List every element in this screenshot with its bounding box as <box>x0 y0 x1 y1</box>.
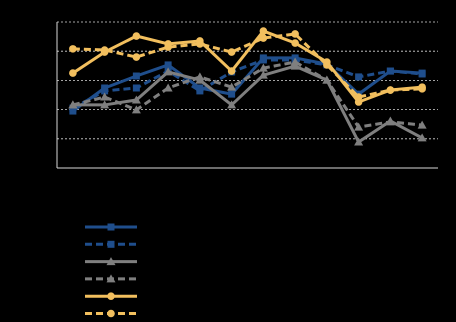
marker <box>385 117 395 126</box>
marker <box>164 61 172 69</box>
marker <box>164 43 172 51</box>
legend-marker <box>107 309 115 318</box>
legend-marker <box>106 257 116 266</box>
marker <box>132 32 141 40</box>
marker <box>68 100 78 109</box>
marker <box>290 61 300 70</box>
marker <box>291 39 299 47</box>
marker <box>355 73 363 81</box>
marker <box>163 83 173 92</box>
marker <box>196 87 204 95</box>
series-line <box>72 60 423 129</box>
marker <box>132 53 141 61</box>
marker <box>69 69 77 77</box>
series-line <box>72 64 423 144</box>
marker <box>258 63 268 72</box>
marker <box>354 122 364 131</box>
series-line <box>72 32 423 99</box>
legend-marker <box>107 223 115 231</box>
marker <box>418 85 426 93</box>
marker <box>227 48 236 56</box>
marker <box>228 90 236 98</box>
marker <box>418 70 426 78</box>
marker <box>227 67 236 75</box>
legend-marker <box>107 240 115 248</box>
marker <box>417 133 427 142</box>
marker <box>354 93 363 101</box>
marker <box>227 82 237 91</box>
series-line <box>72 29 423 104</box>
marker <box>322 75 332 84</box>
marker <box>258 70 268 79</box>
marker <box>291 30 299 38</box>
marker <box>290 57 300 66</box>
marker <box>386 67 394 75</box>
marker <box>69 45 77 53</box>
marker <box>259 34 268 42</box>
marker <box>354 137 364 146</box>
marker <box>100 46 109 54</box>
marker <box>132 72 140 80</box>
marker <box>259 56 267 64</box>
marker <box>417 120 427 129</box>
marker <box>196 40 204 48</box>
marker <box>131 105 141 114</box>
marker <box>100 100 110 109</box>
marker <box>163 67 173 76</box>
legend-marker <box>107 292 115 301</box>
marker <box>132 84 140 92</box>
marker <box>386 86 395 94</box>
marker <box>323 61 331 69</box>
legend-marker <box>106 274 116 283</box>
marker <box>227 100 237 109</box>
marker <box>195 72 205 81</box>
marker <box>259 27 268 35</box>
marker <box>101 87 109 95</box>
marker <box>131 95 141 104</box>
marker <box>100 92 110 101</box>
